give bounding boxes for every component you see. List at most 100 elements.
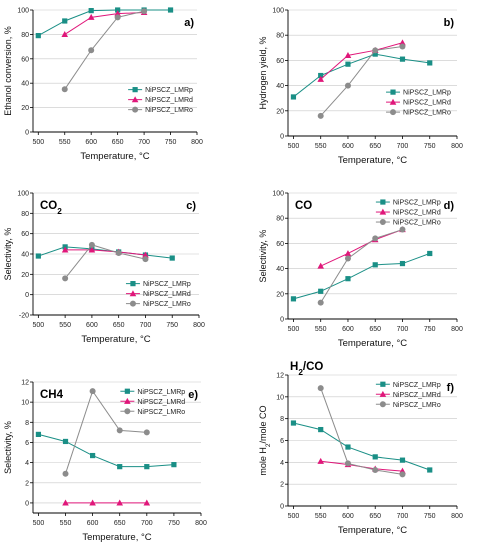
x-tick-label: 750: [424, 326, 436, 333]
y-tick-label: 8: [25, 420, 29, 427]
data-point-LMRd: [143, 499, 151, 506]
legend-entry: NiPSCZ_LMRd: [145, 97, 193, 104]
y-tick-label: 80: [21, 211, 29, 218]
x-tick-label: 650: [369, 326, 381, 333]
series-line-LMRo: [320, 46, 403, 117]
y-tick-label: 40: [276, 83, 284, 90]
data-point-LMRo: [317, 112, 324, 119]
series-line-LMRp: [38, 433, 174, 468]
legend-entry: NiPSCZ_LMRp: [393, 200, 441, 207]
y-tick-label: 4: [280, 460, 284, 467]
x-tick-label: 550: [315, 143, 327, 150]
chart-panel-f: 500 550 600 650 700 750 800 0 2 4 6 8 10 12 Temperatur…: [258, 361, 463, 536]
x-tick-label: 650: [369, 513, 381, 520]
data-point-LMRo: [115, 249, 122, 256]
legend-marker-LMRd: [131, 96, 139, 103]
x-tick-label: 650: [112, 139, 124, 146]
y-tick-label: 20: [276, 108, 284, 115]
legend: NiPSCZ_LMRp NiPSCZ_LMRd NiPSCZ_LMRo: [386, 89, 451, 117]
data-point-LMRp: [427, 467, 433, 473]
x-tick-label: 500: [288, 513, 300, 520]
legend-marker-LMRo: [390, 109, 397, 116]
x-tick-label: 600: [87, 520, 99, 527]
y-tick-label: 40: [276, 266, 284, 273]
y-tick-label: 60: [276, 58, 284, 65]
y-tick-label: 20: [276, 291, 284, 298]
y-tick-label: 80: [276, 216, 284, 223]
data-point-LMRd: [317, 262, 325, 269]
data-point-LMRp: [169, 255, 175, 261]
data-point-LMRp: [90, 452, 96, 459]
legend-entry: NiPSCZ_LMRp: [403, 90, 451, 97]
data-point-LMRp: [171, 462, 177, 468]
data-point-LMRp: [35, 431, 42, 437]
legend-marker-LMRp: [130, 281, 136, 287]
x-tick-label: 800: [451, 326, 463, 333]
inset-label: CO2: [40, 200, 62, 216]
data-point-LMRd: [317, 75, 325, 82]
legend-entry: NiPSCZ_LMRo: [145, 107, 193, 114]
data-point-LMRp: [88, 8, 94, 14]
y-tick-label: 0: [25, 130, 29, 137]
legend-entry: NiPSCZ_LMRd: [393, 392, 441, 399]
panel-letter: a): [184, 17, 194, 29]
data-point-LMRd: [88, 246, 96, 253]
data-point-LMRo: [141, 8, 148, 15]
legend-entry: NiPSCZ_LMRp: [143, 281, 191, 288]
series-line-LMRo: [320, 229, 403, 303]
x-tick-label: 750: [168, 520, 180, 527]
data-point-LMRp: [427, 250, 433, 257]
x-tick-label: 600: [86, 322, 98, 329]
y-tick-label: 60: [21, 231, 29, 238]
legend-entry: NiPSCZ_LMRd: [393, 210, 441, 217]
legend: NiPSCZ_LMRp NiPSCZ_LMRd NiPSCZ_LMRo: [125, 281, 191, 308]
series-line-LMRd: [65, 249, 146, 256]
y-tick-label: -20: [19, 313, 29, 320]
series-line-LMRd: [320, 460, 403, 472]
x-tick-label: 600: [342, 143, 354, 150]
x-tick-label: 700: [397, 326, 409, 333]
x-tick-label: 700: [397, 143, 409, 150]
legend-entry: NiPSCZ_LMRp: [145, 87, 193, 94]
x-tick-label: 500: [33, 520, 45, 527]
data-point-LMRp: [345, 61, 351, 67]
data-point-LMRo: [399, 43, 406, 50]
chart-panel-a: 500 550 600 650 700 750 800 0 20 40 60 80 100 Tempera…: [3, 7, 203, 162]
series-line-LMRd: [64, 11, 145, 35]
legend-marker-LMRo: [379, 219, 386, 226]
legend-entry: NiPSCZ_LMRp: [393, 382, 441, 389]
y-tick-label: 100: [17, 191, 29, 198]
legend-entry: NiPSCZ_LMRd: [143, 291, 191, 298]
x-tick-label: 800: [195, 520, 207, 527]
legend: NiPSCZ_LMRp NiPSCZ_LMRd NiPSCZ_LMRo: [375, 199, 441, 227]
data-point-LMRd: [61, 246, 69, 253]
y-tick-label: 0: [280, 134, 284, 141]
x-tick-label: 600: [342, 326, 354, 333]
legend-entry: NiPSCZ_LMRo: [393, 220, 441, 227]
x-tick-label: 500: [288, 326, 300, 333]
chart-panel-d: 500 550 600 650 700 750 800 0 20 40 60 80 100 Tempera…: [258, 191, 463, 350]
data-point-LMRo: [143, 429, 150, 436]
panel-letter: b): [444, 17, 455, 29]
legend-marker-LMRo: [132, 106, 139, 113]
data-point-LMRp: [427, 60, 433, 66]
series-line-LMRd: [320, 42, 403, 80]
data-point-LMRd: [344, 250, 352, 257]
data-point-LMRd: [116, 499, 124, 506]
y-tick-label: 20: [21, 105, 29, 112]
data-point-LMRp: [35, 253, 41, 259]
y-tick-label: 2: [25, 480, 29, 487]
legend-marker-LMRd: [129, 290, 137, 297]
data-point-LMRp: [115, 7, 121, 13]
x-tick-label: 650: [114, 520, 126, 527]
x-tick-label: 750: [165, 139, 177, 146]
legend-entry: NiPSCZ_LMRo: [403, 110, 451, 117]
x-tick-label: 700: [141, 520, 153, 527]
series-line-LMRo: [65, 389, 147, 474]
x-tick-label: 650: [113, 322, 125, 329]
y-axis-title: Selectivity, %: [3, 421, 13, 474]
x-axis-title: Temperature, °C: [338, 525, 407, 536]
data-point-LMRo: [88, 241, 95, 248]
inset-label: H2/CO: [290, 361, 323, 377]
data-point-LMRd: [142, 251, 149, 258]
